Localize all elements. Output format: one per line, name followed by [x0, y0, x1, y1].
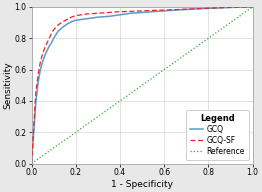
X-axis label: 1 - Specificity: 1 - Specificity: [111, 180, 173, 189]
Legend: GCQ, GCQ-SF, Reference: GCQ, GCQ-SF, Reference: [186, 110, 249, 160]
Y-axis label: Sensitivity: Sensitivity: [3, 61, 13, 109]
